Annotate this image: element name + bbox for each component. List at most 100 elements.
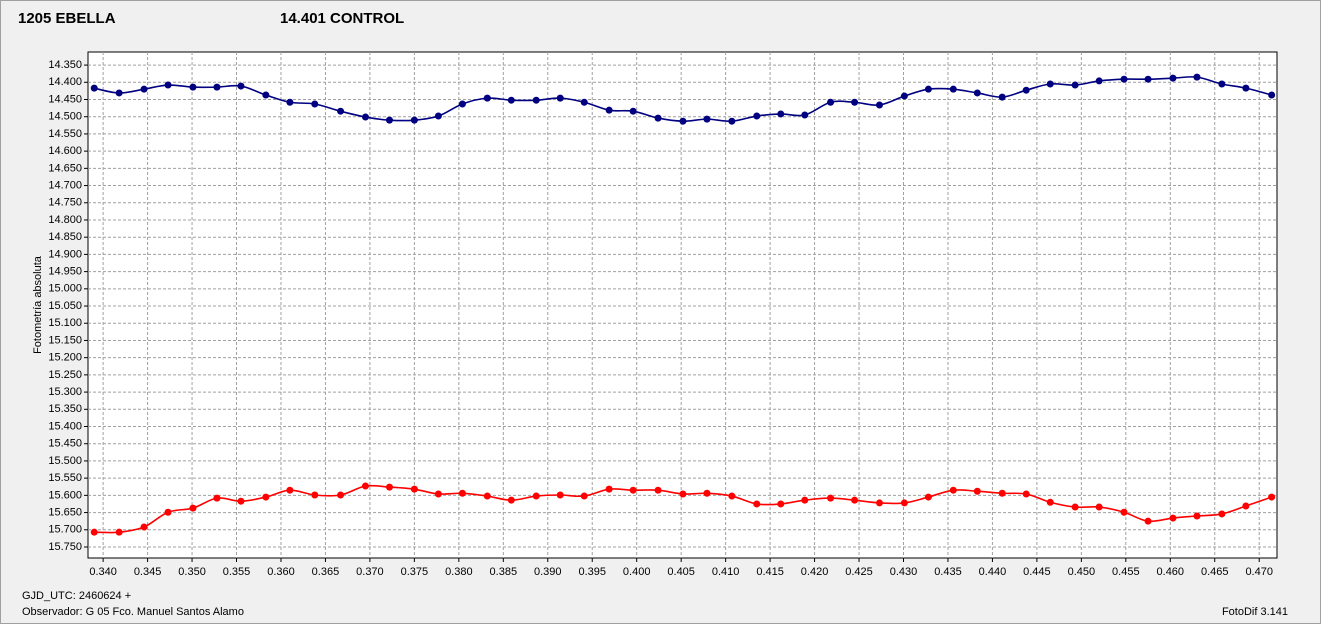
data-point: [949, 486, 957, 494]
x-tick-label: 0.450: [1068, 566, 1096, 578]
x-tick-label: 0.350: [178, 566, 206, 578]
y-tick-label: 15.450: [48, 438, 82, 450]
data-point: [361, 482, 369, 490]
x-tick-label: 0.400: [623, 566, 651, 578]
y-tick-label: 15.200: [48, 352, 82, 364]
x-tick-label: 0.430: [890, 566, 918, 578]
data-point: [1120, 508, 1128, 516]
data-point: [434, 490, 442, 498]
data-point: [189, 504, 197, 512]
y-tick-label: 14.850: [48, 231, 82, 243]
data-point: [998, 93, 1006, 101]
x-tick-label: 0.340: [89, 566, 117, 578]
data-point: [605, 106, 613, 114]
y-axis-label: Fotometría absoluta: [32, 255, 44, 354]
y-tick-label: 14.400: [48, 76, 82, 88]
x-tick-label: 0.365: [312, 566, 340, 578]
y-tick-label: 15.500: [48, 455, 82, 467]
y-tick-label: 15.100: [48, 317, 82, 329]
y-tick-label: 14.950: [48, 266, 82, 278]
y-tick-label: 14.550: [48, 128, 82, 140]
data-point: [1169, 74, 1177, 82]
data-point: [580, 492, 588, 500]
y-tick-label: 15.350: [48, 403, 82, 415]
data-point: [262, 91, 270, 99]
data-point: [1022, 490, 1030, 498]
x-tick-label: 0.425: [845, 566, 873, 578]
data-point: [1144, 75, 1152, 83]
data-point: [90, 84, 98, 92]
data-point: [1193, 73, 1201, 81]
x-tick-label: 0.460: [1157, 566, 1185, 578]
y-tick-label: 15.600: [48, 489, 82, 501]
data-point: [1046, 80, 1054, 88]
y-tick-label: 14.500: [48, 111, 82, 123]
data-point: [1242, 84, 1250, 92]
x-tick-label: 0.455: [1112, 566, 1140, 578]
data-point: [1268, 91, 1276, 99]
data-point: [605, 485, 613, 493]
data-point: [827, 494, 835, 502]
data-point: [1268, 493, 1276, 501]
data-point: [115, 89, 123, 97]
data-point: [385, 116, 393, 124]
data-point: [753, 500, 761, 508]
data-point: [973, 487, 981, 495]
data-point: [728, 492, 736, 500]
y-tick-label: 15.550: [48, 472, 82, 484]
x-tick-label: 0.470: [1245, 566, 1273, 578]
data-point: [851, 496, 859, 504]
y-tick-label: 14.450: [48, 93, 82, 105]
data-point: [532, 96, 540, 104]
x-tick-label: 0.360: [267, 566, 295, 578]
data-point: [237, 82, 245, 90]
x-tick-label: 0.370: [356, 566, 384, 578]
data-point: [851, 98, 859, 106]
data-point: [385, 483, 393, 491]
data-point: [679, 490, 687, 498]
y-tick-label: 14.750: [48, 197, 82, 209]
x-tick-label: 0.390: [534, 566, 562, 578]
data-point: [777, 500, 785, 508]
data-point: [801, 111, 809, 119]
data-point: [213, 494, 221, 502]
data-point: [337, 491, 345, 499]
data-point: [115, 528, 123, 536]
plot-area: [87, 51, 1278, 559]
data-point: [1071, 503, 1079, 511]
data-point: [90, 528, 98, 536]
data-point: [164, 81, 172, 89]
data-point: [507, 96, 515, 104]
data-point: [703, 489, 711, 497]
y-tick-label: 14.700: [48, 179, 82, 191]
data-point: [262, 493, 270, 501]
y-tick-label: 15.300: [48, 386, 82, 398]
x-tick-label: 0.345: [134, 566, 162, 578]
x-tick-label: 0.405: [667, 566, 695, 578]
data-point: [483, 492, 491, 500]
data-point: [1218, 510, 1226, 518]
data-point: [286, 486, 294, 494]
data-point: [1022, 86, 1030, 94]
data-point: [973, 89, 981, 97]
software-note: FotoDif 3.141: [1222, 606, 1288, 618]
y-tick-label: 14.350: [48, 59, 82, 71]
data-point: [900, 499, 908, 507]
data-point: [507, 496, 515, 504]
y-tick-label: 14.600: [48, 145, 82, 157]
x-tick-label: 0.440: [979, 566, 1007, 578]
data-point: [311, 100, 319, 108]
x-axis-label: GJD_UTC: 2460624 +: [22, 590, 131, 602]
x-tick-label: 0.445: [1023, 566, 1051, 578]
data-point: [1218, 80, 1226, 88]
x-tick-label: 0.395: [578, 566, 606, 578]
data-point: [1120, 75, 1128, 83]
x-tick-label: 0.410: [712, 566, 740, 578]
x-tick-label: 0.420: [801, 566, 829, 578]
x-tick-label: 0.465: [1201, 566, 1229, 578]
series-title: 14.401 CONTROL: [280, 10, 404, 27]
y-tick-label: 14.650: [48, 162, 82, 174]
data-point: [556, 491, 564, 499]
data-point: [458, 489, 466, 497]
data-point: [483, 94, 491, 102]
